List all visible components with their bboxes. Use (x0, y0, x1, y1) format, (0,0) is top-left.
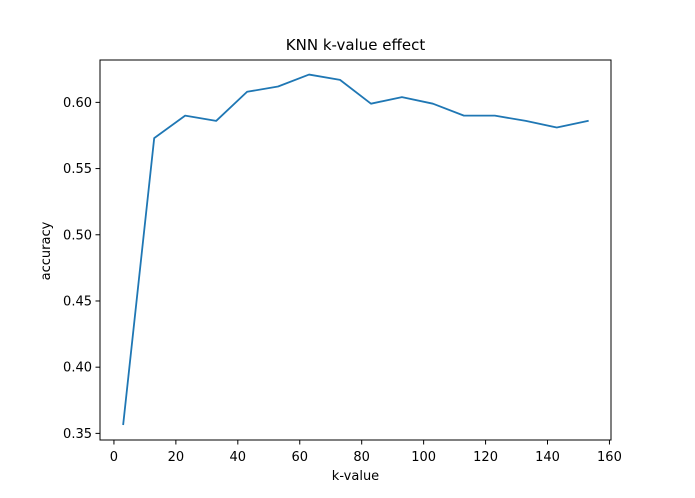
x-tick-label: 0 (110, 450, 118, 465)
plot-frame (99, 59, 612, 441)
x-tick-label: 160 (597, 450, 622, 465)
x-tick-label: 100 (411, 450, 436, 465)
x-tick-label: 60 (291, 450, 308, 465)
y-tick-label: 0.60 (63, 96, 92, 111)
plot-area: 0 20 40 60 80 100 120 140 160 0.35 0.40 0.45 0.50 0.5… (63, 59, 622, 465)
x-tick-label: 80 (353, 450, 370, 465)
y-tick-label: 0.35 (63, 427, 92, 442)
x-tick-label: 120 (473, 450, 498, 465)
y-axis-label: accuracy (39, 221, 54, 280)
x-tick-label: 40 (230, 450, 247, 465)
y-tick-label: 0.55 (63, 162, 92, 177)
chart-title: KNN k-value effect (286, 36, 426, 54)
x-tick-label: 20 (168, 450, 185, 465)
x-tick-label: 140 (535, 450, 560, 465)
y-tick-label: 0.40 (63, 361, 92, 376)
y-tick-label: 0.50 (63, 228, 92, 243)
y-tick-label: 0.45 (63, 294, 92, 309)
series-line-0 (122, 73, 589, 426)
x-axis-label: k-value (332, 469, 379, 484)
